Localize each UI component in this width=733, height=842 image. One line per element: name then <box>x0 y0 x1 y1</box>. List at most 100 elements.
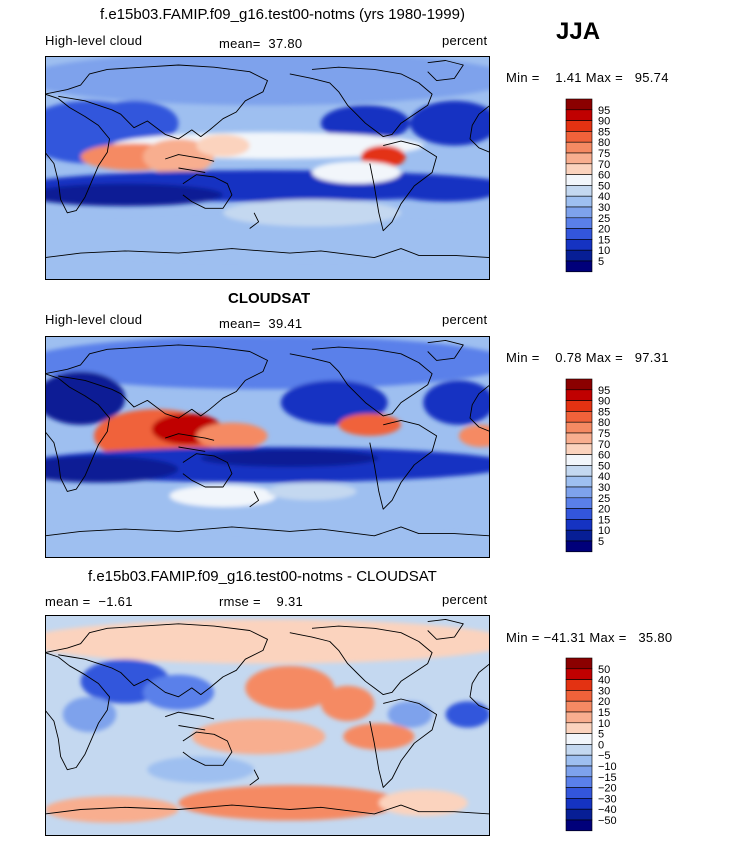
panel2-map-frame <box>45 336 490 558</box>
panel3-colorbar-swatch <box>565 808 593 821</box>
panel2-colorbar-swatch <box>565 421 593 434</box>
panel1-map-field-region <box>45 56 490 106</box>
panel2-colorbar-tick-label: 90 <box>598 396 610 408</box>
panel1-map-coastline <box>289 66 433 138</box>
panel3-colorbar-swatch <box>565 679 593 691</box>
panel3-colorbar-swatch <box>565 754 593 767</box>
panel3-units-label: percent <box>442 592 488 607</box>
panel1-map-coastline <box>249 212 260 229</box>
panel1-colorbar-swatch <box>565 217 593 229</box>
panel3-map-field-region <box>387 701 433 728</box>
panel3-colorbar-swatch <box>565 657 593 670</box>
panel3-colorbar-tick-label: −20 <box>598 783 617 795</box>
panel1-colorbar-tick-label: 95 <box>598 105 610 117</box>
panel1-map-field-region <box>312 161 401 184</box>
panel1-colorbar-tick-label: 50 <box>598 180 610 192</box>
panel3-title: f.e15b03.FAMIP.f09_g16.test00-notms - CL… <box>88 568 437 585</box>
panel3-colorbar-tick-label: 0 <box>598 739 604 751</box>
panel1-mean-label: mean= 37.80 <box>219 36 303 51</box>
panel3-colorbar-tick-label: 40 <box>598 675 610 687</box>
panel3-map-coastline <box>427 618 464 640</box>
panel2-map-field-region <box>338 413 401 436</box>
panel2-colorbar-swatch <box>565 529 593 542</box>
panel2-map-field-region <box>45 371 126 425</box>
panel2-map-coastline <box>469 384 490 432</box>
panel2-map-field-region <box>280 380 388 425</box>
panel1-colorbar-tick-label: 85 <box>598 126 610 138</box>
panel1-colorbar-tick-label: 20 <box>598 224 610 236</box>
panel3-map-field-region <box>191 718 326 755</box>
panel2-colorbar-tick-label: 30 <box>598 482 610 494</box>
panel1-colorbar-swatch <box>565 109 593 121</box>
panel1-colorbar-swatch <box>565 260 593 273</box>
panel1-colorbar-swatch <box>565 206 593 219</box>
panel3-map-coastline <box>469 663 490 711</box>
panel2-colorbar-tick-label: 40 <box>598 471 610 483</box>
panel3-colorbar-swatch <box>565 668 593 680</box>
panel2-map <box>45 336 490 558</box>
panel3-map-coastline <box>45 652 110 771</box>
panel1-colorbar-tick-label: 40 <box>598 191 610 203</box>
panel1-colorbar-tick-label: 80 <box>598 137 610 149</box>
panel1-map-field-region <box>223 199 401 227</box>
panel2-map-coastline <box>289 346 433 417</box>
panel1-map-coastline <box>45 248 490 259</box>
panel3-colorbar-swatch <box>565 700 593 713</box>
panel3-colorbar-tick-label: −15 <box>598 772 617 784</box>
panel2-field-label: High-level cloud <box>45 312 143 327</box>
panel1-minmax: Min = 1.41 Max = 95.74 <box>506 70 669 85</box>
panel2-map-field-region <box>267 482 357 501</box>
panel3-colorbar-tick-label: 30 <box>598 685 610 697</box>
season-label: JJA <box>556 18 601 45</box>
panel2-colorbar-tick-label: 5 <box>598 536 604 548</box>
panel2-map-coastline <box>45 373 110 492</box>
panel1-units-label: percent <box>442 33 488 48</box>
panel2-map-coastline <box>427 339 464 361</box>
panel1-map-coastline <box>45 64 268 140</box>
panel2-map-coastline <box>249 491 260 508</box>
panel1-colorbar-swatch <box>565 131 593 143</box>
panel3-map-field-region <box>445 701 490 728</box>
panel3-map-coastline <box>45 623 268 698</box>
panel2-map-field-region <box>423 380 490 425</box>
panel1-colorbar-swatch <box>565 228 593 240</box>
panel3-map-frame <box>45 615 490 836</box>
panel3-colorbar-tick-label: −30 <box>598 793 617 805</box>
panel1-colorbar-tick-label: 25 <box>598 213 610 225</box>
panel2-colorbar-swatch <box>565 475 593 488</box>
panel2-map-field-region <box>45 336 490 390</box>
panel2-colorbar-tick-label: 80 <box>598 417 610 429</box>
panel2-colorbar-tick-label: 25 <box>598 493 610 505</box>
panel2-colorbar-tick-label: 85 <box>598 406 610 418</box>
panel2-map-field-region <box>200 449 379 467</box>
panel3-map <box>45 615 490 836</box>
panel3-map-field-region <box>45 619 490 664</box>
panel1-colorbar-tick-label: 90 <box>598 116 610 128</box>
panel3-map-field-region <box>62 696 117 733</box>
panel2-colorbar-swatch <box>565 432 593 445</box>
panel1-map-field-region <box>45 183 223 207</box>
panel1-colorbar-tick-label: 10 <box>598 245 610 257</box>
panel3-map-field-region <box>80 736 188 759</box>
panel1-title: f.e15b03.FAMIP.f09_g16.test00-notms (yrs… <box>100 6 465 23</box>
panel3-map-coastline <box>249 769 260 786</box>
panel2-colorbar-swatch <box>565 540 593 553</box>
panel1-map-field-region <box>392 179 490 202</box>
panel3-colorbar-tick-label: 10 <box>598 718 610 730</box>
panel2-colorbar-swatch <box>565 389 593 401</box>
panel3-colorbar-tick-label: −10 <box>598 761 617 773</box>
panel2-units-label: percent <box>442 312 488 327</box>
panel1-colorbar-swatch <box>565 141 593 154</box>
panel2-colorbar-swatch <box>565 400 593 412</box>
panel2-map-coastline <box>178 446 206 452</box>
panel1-colorbar-tick-label: 60 <box>598 170 610 182</box>
panel2-colorbar-tick-label: 10 <box>598 525 610 537</box>
panel2-map-coastline <box>165 433 215 441</box>
panel1-colorbar-swatch <box>565 163 593 175</box>
panel3-map-coastline <box>178 725 206 731</box>
panel1-colorbar-swatch <box>565 249 593 262</box>
panel3-rmse-label: rmse = 9.31 <box>219 594 304 609</box>
panel3-mean-label: mean = −1.61 <box>45 594 133 609</box>
